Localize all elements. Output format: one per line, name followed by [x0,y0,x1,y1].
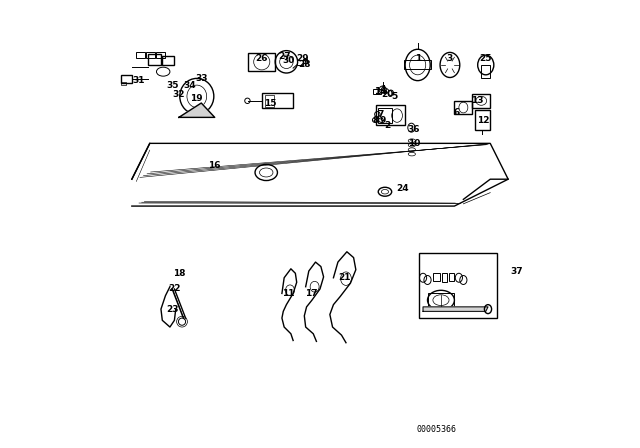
Text: 33: 33 [195,74,207,83]
Text: 17: 17 [305,289,317,298]
Text: 11: 11 [282,289,295,298]
Text: 19: 19 [191,94,203,103]
Bar [449,273,454,281]
Text: 00005366: 00005366 [417,425,456,434]
Text: 4: 4 [380,85,386,94]
Text: 5: 5 [391,92,397,101]
Text: 2: 2 [384,121,390,130]
Text: 7: 7 [378,110,383,119]
Bar [248,53,275,71]
Text: 13: 13 [470,96,483,105]
Text: 35: 35 [166,81,179,90]
Text: 27: 27 [278,52,291,60]
Bar [442,273,447,282]
Bar [163,56,173,65]
Bar [146,52,155,58]
Bar [121,82,126,85]
Bar [303,59,307,63]
Bar [262,93,293,108]
Text: 1: 1 [415,54,422,63]
Text: 34: 34 [184,81,196,90]
Text: 16: 16 [209,161,221,170]
Text: 32: 32 [173,90,185,99]
Bar [378,108,392,123]
Bar [297,60,303,65]
Polygon shape [179,103,215,117]
Bar [419,253,497,318]
Text: 15: 15 [264,99,277,108]
Bar [373,89,381,94]
Bar [433,273,440,281]
Bar [148,54,161,65]
Text: 8: 8 [373,116,379,125]
Text: 20: 20 [381,90,394,99]
Text: 18: 18 [173,269,185,278]
Text: 12: 12 [477,116,490,125]
Bar [428,293,454,307]
Polygon shape [423,307,488,311]
Bar [376,105,405,125]
Text: 3: 3 [447,54,453,63]
Text: 36: 36 [408,125,420,134]
Text: 22: 22 [168,284,180,293]
Text: 9: 9 [380,116,386,125]
Bar [136,52,145,58]
Text: 31: 31 [132,76,145,85]
Text: 23: 23 [166,305,179,314]
Text: 37: 37 [511,267,524,276]
Text: 21: 21 [339,273,351,282]
Text: 24: 24 [397,184,409,193]
Bar [404,60,431,69]
Text: 28: 28 [298,60,310,69]
Text: 30: 30 [282,56,295,65]
Bar [156,52,165,58]
Text: 14: 14 [374,87,387,96]
Text: 25: 25 [479,54,492,63]
Bar [266,95,275,107]
Text: 10: 10 [408,139,420,148]
Polygon shape [132,143,508,206]
Text: 29: 29 [296,54,308,63]
Text: 26: 26 [255,54,268,63]
Bar [481,65,490,78]
Bar [475,110,490,130]
Bar [121,75,132,83]
Bar [472,94,490,108]
Bar [454,101,472,114]
Text: 6: 6 [454,108,460,116]
